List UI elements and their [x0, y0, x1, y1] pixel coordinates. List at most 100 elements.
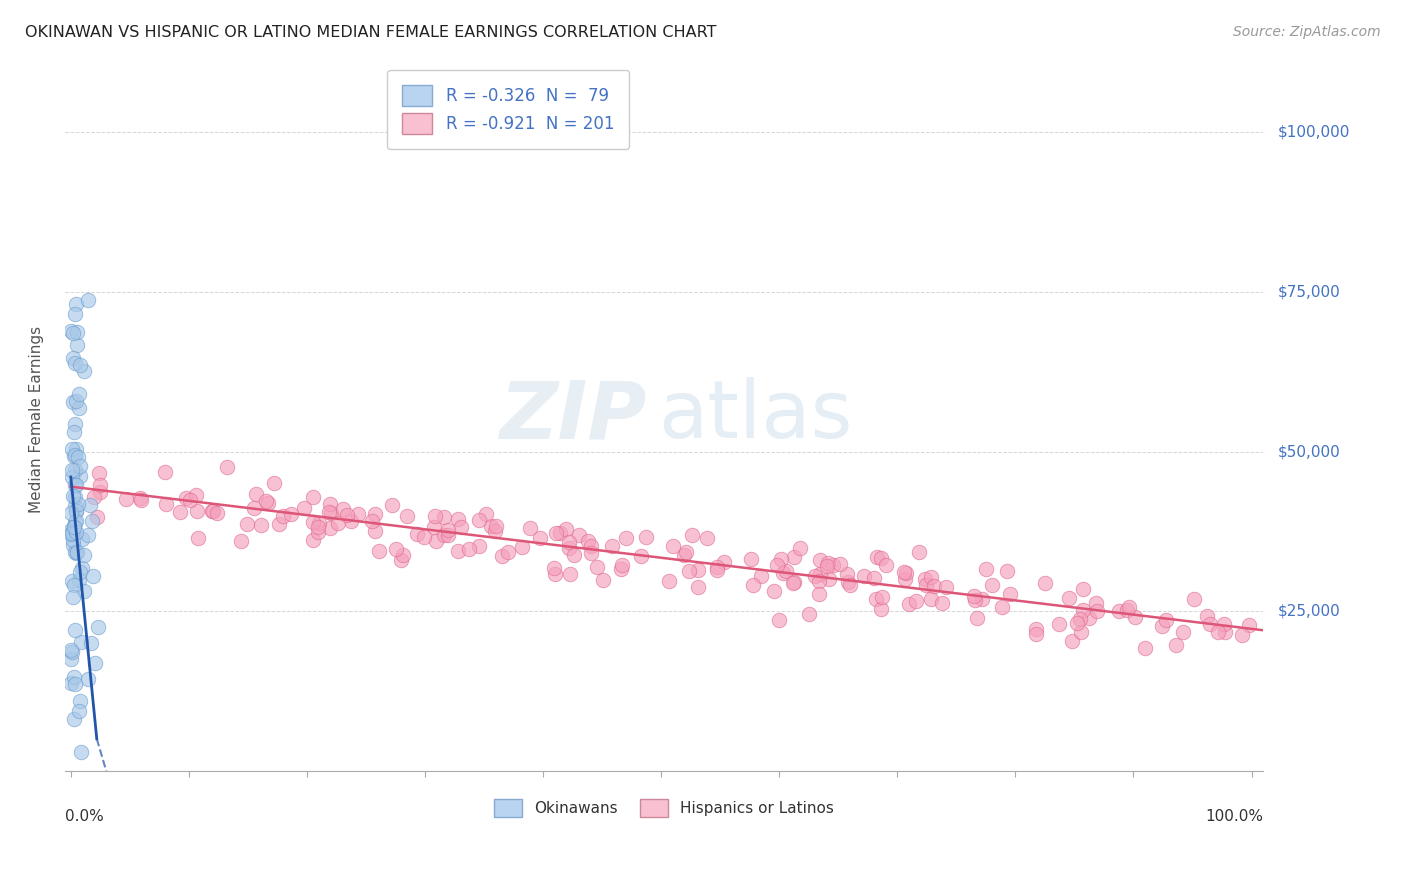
Text: atlas: atlas [658, 377, 852, 455]
Point [169, 505, 191, 519]
Point [1035, 576, 1057, 591]
Point [1197, 609, 1219, 624]
Point [62, 524, 84, 539]
Text: ZIP: ZIP [499, 377, 647, 455]
Point [1025, 622, 1047, 636]
Point [706, 560, 728, 574]
Point [245, 486, 267, 500]
Point [65, 297, 87, 311]
Point [73, 548, 96, 562]
Point [70, 635, 93, 649]
Point [1150, 618, 1173, 632]
Point [65, 545, 87, 559]
Point [267, 517, 290, 532]
Point [853, 569, 876, 583]
Point [63, 499, 86, 513]
Point [1078, 611, 1101, 625]
Point [63, 677, 86, 691]
Point [332, 501, 354, 516]
Point [87, 466, 110, 480]
Point [804, 569, 827, 583]
Point [870, 602, 893, 616]
Point [817, 556, 839, 570]
Point [935, 580, 957, 594]
Point [63, 519, 86, 533]
Point [688, 580, 710, 594]
Point [543, 561, 565, 575]
Point [69, 694, 91, 708]
Point [1118, 599, 1140, 614]
Point [63, 450, 86, 464]
Point [62, 489, 84, 503]
Point [609, 562, 631, 576]
Point [367, 544, 389, 558]
Point [922, 579, 945, 593]
Point [1070, 625, 1092, 640]
Point [207, 506, 229, 520]
Point [153, 465, 176, 479]
Text: $50,000: $50,000 [1278, 444, 1340, 459]
Point [581, 546, 603, 560]
Point [915, 578, 938, 592]
Point [548, 525, 571, 540]
Point [568, 528, 591, 542]
Point [385, 542, 408, 557]
Point [364, 508, 387, 522]
Point [155, 497, 177, 511]
Point [437, 528, 460, 542]
Point [66, 337, 89, 351]
Point [529, 532, 551, 546]
Point [904, 594, 927, 608]
Point [65, 449, 87, 463]
Point [808, 574, 831, 589]
Point [62, 533, 84, 547]
Point [468, 539, 491, 553]
Point [808, 567, 831, 582]
Point [920, 570, 942, 584]
Point [782, 576, 804, 591]
Point [364, 524, 387, 538]
Point [307, 520, 329, 534]
Point [485, 519, 508, 533]
Point [115, 491, 138, 506]
Point [837, 566, 859, 581]
Point [66, 325, 89, 339]
Point [425, 534, 447, 549]
Point [302, 533, 325, 548]
Point [60, 324, 83, 338]
Point [62, 574, 84, 588]
Point [201, 503, 224, 517]
Point [1066, 615, 1088, 630]
Point [73, 364, 96, 378]
Point [63, 490, 86, 504]
Point [1213, 625, 1236, 640]
Point [318, 505, 340, 519]
Point [741, 578, 763, 592]
Point [610, 558, 633, 573]
Point [59, 652, 82, 666]
Point [914, 572, 936, 586]
Point [128, 491, 150, 505]
Point [60, 523, 83, 537]
Point [381, 498, 404, 512]
Point [893, 565, 915, 579]
Point [554, 522, 576, 536]
Point [318, 521, 340, 535]
Text: $75,000: $75,000 [1278, 285, 1340, 300]
Point [768, 613, 790, 627]
Point [302, 490, 325, 504]
Point [1060, 633, 1083, 648]
Point [72, 532, 94, 546]
Point [69, 565, 91, 579]
Text: $25,000: $25,000 [1278, 604, 1340, 619]
Point [1154, 614, 1177, 628]
Point [360, 514, 382, 528]
Point [972, 592, 994, 607]
Point [273, 508, 295, 523]
Point [630, 549, 652, 563]
Point [174, 491, 197, 505]
Point [898, 597, 921, 611]
Point [920, 591, 942, 606]
Point [1071, 602, 1094, 616]
Point [65, 393, 87, 408]
